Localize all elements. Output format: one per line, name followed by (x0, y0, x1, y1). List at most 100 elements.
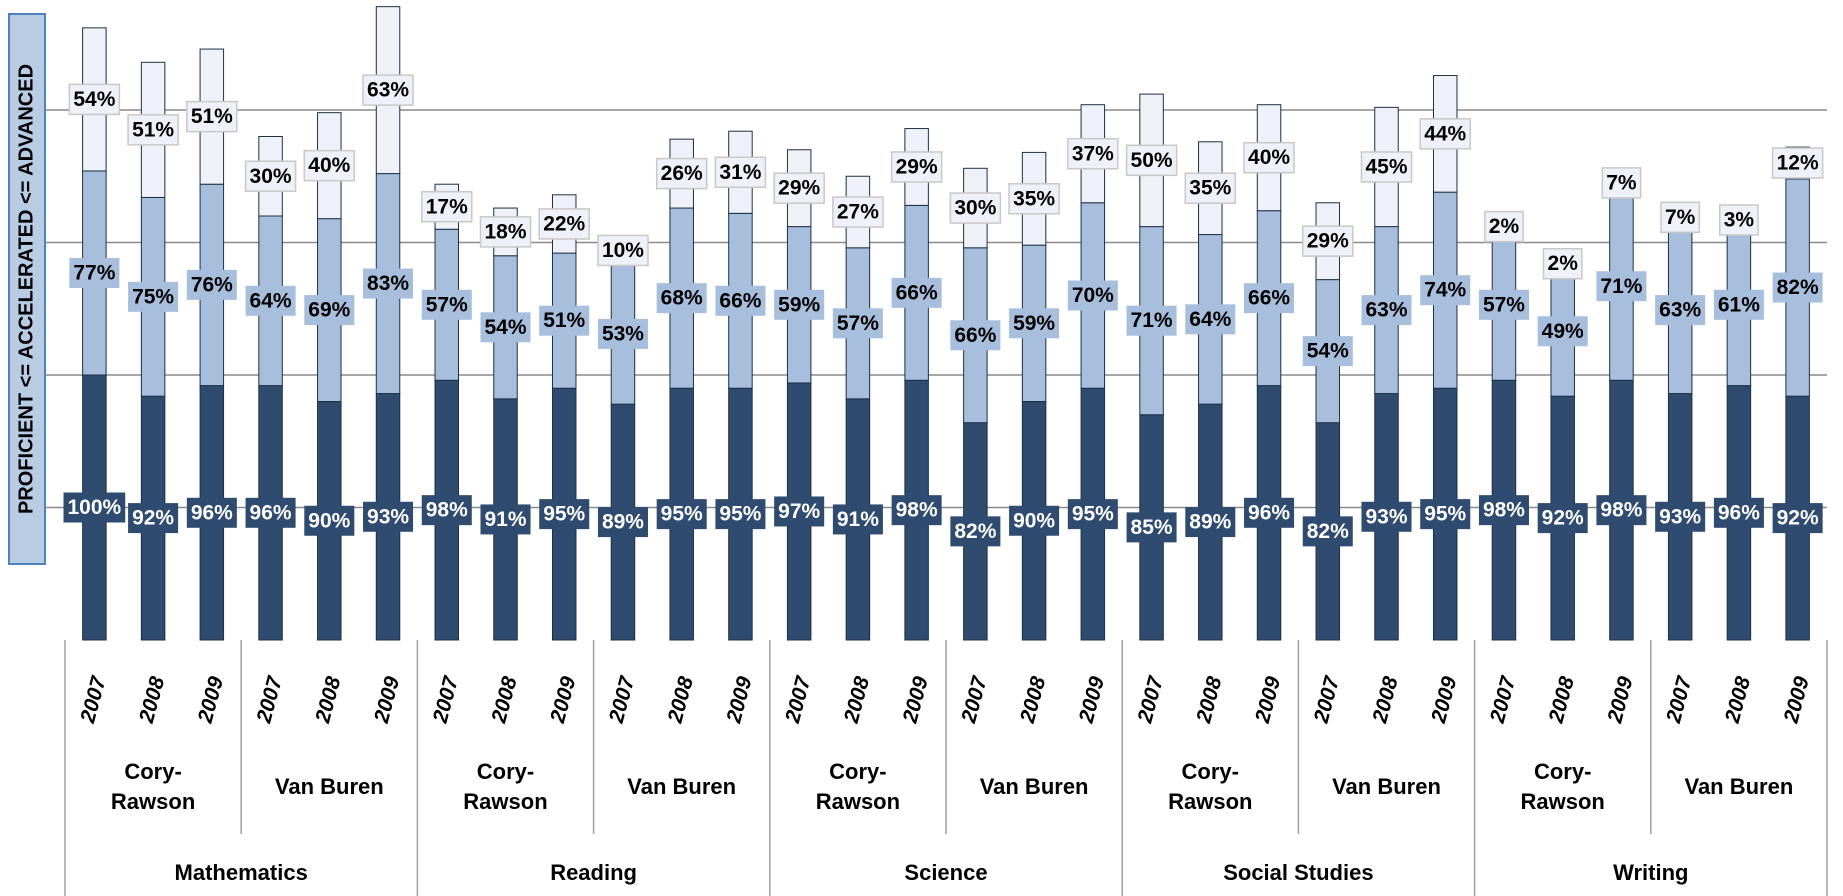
value-label: 70% (1072, 284, 1114, 307)
value-label: 18% (484, 220, 526, 243)
school-label: Cory-Rawson (463, 759, 548, 814)
x-tick-label: 2008 (1192, 674, 1227, 726)
y-axis-label: PROFICIENT <= ACCELERATED <= ADVANCED (15, 64, 37, 514)
value-label: 59% (1013, 312, 1055, 335)
value-label: 98% (1483, 499, 1525, 522)
x-tick-label: 2008 (1544, 674, 1579, 726)
value-label: 63% (1365, 299, 1407, 322)
value-label: 7% (1606, 171, 1637, 194)
value-label-box (597, 234, 649, 267)
value-label-box (244, 160, 297, 192)
value-label-box (362, 74, 414, 106)
value-label: 51% (132, 118, 174, 141)
value-label: 7% (1665, 206, 1696, 229)
school-label: Van Buren (979, 774, 1089, 799)
value-label-box (1419, 118, 1471, 150)
value-label-box (539, 499, 590, 530)
school-label-cell: Cory-Rawson (65, 742, 241, 832)
value-label-box (1478, 289, 1529, 320)
value-label-box (891, 277, 942, 308)
value-label: 93% (1365, 505, 1407, 528)
value-label-box (1244, 497, 1295, 528)
value-label: 17% (426, 195, 468, 218)
x-tick-label: 2009 (898, 674, 933, 726)
value-label: 51% (191, 105, 233, 128)
value-label: 82% (1777, 276, 1819, 299)
x-tick-label: 2009 (370, 674, 405, 726)
value-label: 27% (837, 201, 879, 224)
x-tick-label: 2007 (1133, 673, 1168, 726)
value-label: 57% (426, 293, 468, 316)
value-label-box (1484, 210, 1524, 243)
x-tick-label: 2008 (1721, 674, 1756, 726)
school-label-cell: Van Buren (946, 742, 1122, 832)
value-label: 75% (132, 285, 174, 308)
value-label: 31% (719, 161, 761, 184)
value-label-box (1420, 275, 1471, 306)
subject-label: Writing (1613, 860, 1688, 885)
value-label-box (774, 496, 825, 527)
x-tick-label: 2008 (311, 674, 346, 726)
value-label: 91% (484, 508, 526, 531)
value-label: 96% (250, 501, 292, 524)
x-tick-label: 2007 (1662, 673, 1697, 726)
x-tick-label: 2009 (1074, 674, 1109, 726)
value-label-box (1537, 503, 1588, 534)
value-label-box (245, 497, 296, 528)
value-label-box (304, 295, 355, 326)
school-label-cell: Van Buren (1651, 742, 1827, 832)
value-label-box (656, 499, 707, 530)
x-tick-label: 2009 (1603, 674, 1638, 726)
value-label-box (832, 308, 883, 339)
value-label: 69% (308, 299, 350, 322)
school-label: Cory-Rawson (110, 759, 196, 814)
value-label-box (890, 151, 943, 183)
school-label: Van Buren (627, 774, 737, 799)
value-label-box (1243, 141, 1295, 174)
value-label-box (1302, 516, 1353, 547)
value-label: 35% (1189, 177, 1231, 200)
school-label-cell: Cory-Rawson (1475, 742, 1651, 832)
x-tick-label: 2007 (428, 673, 463, 726)
x-tick-label: 2008 (135, 674, 170, 726)
x-tick-label: 2007 (1486, 673, 1521, 726)
x-tick-label: 2007 (605, 673, 640, 726)
value-label-box (421, 190, 473, 223)
value-label: 85% (1131, 516, 1173, 539)
value-label: 89% (1189, 511, 1231, 534)
value-label-box (832, 196, 884, 228)
value-label-box (1185, 507, 1236, 538)
value-label: 54% (73, 88, 115, 111)
x-tick-label: 2007 (1309, 673, 1344, 726)
subject-label: Reading (550, 860, 637, 885)
value-label-box (1184, 172, 1237, 204)
school-label-cell: Cory-Rawson (417, 742, 593, 832)
value-label: 92% (1542, 507, 1584, 530)
value-label-box (1302, 225, 1354, 257)
value-label: 98% (1600, 499, 1642, 522)
value-label: 40% (1248, 146, 1290, 169)
value-label: 63% (367, 79, 409, 102)
x-tick-label: 2008 (663, 674, 698, 726)
value-label: 66% (719, 289, 761, 312)
value-label-box (128, 281, 179, 312)
value-label-box (1009, 308, 1060, 339)
value-label: 59% (778, 293, 820, 316)
value-labels: 100% 77% 54% 92% 75% 51% 96% 76% 51% 96% 64% 30% 90%… (63, 74, 1824, 547)
school-label: Van Buren (1332, 774, 1441, 799)
value-label-box (1009, 505, 1060, 536)
value-label: 93% (1659, 505, 1701, 528)
value-label: 95% (543, 503, 585, 526)
value-label: 63% (1659, 299, 1701, 322)
value-label: 90% (1013, 509, 1055, 532)
value-label-box (597, 507, 648, 538)
value-label-box (773, 172, 825, 204)
value-label-box (1067, 280, 1118, 311)
school-label-cell: Van Buren (1298, 742, 1474, 832)
value-label-box (715, 285, 766, 316)
value-label-box (1596, 495, 1647, 526)
value-label: 50% (1131, 149, 1173, 172)
value-label: 95% (719, 503, 761, 526)
value-label-box (1601, 167, 1642, 199)
x-tick-label: 2008 (840, 674, 875, 726)
